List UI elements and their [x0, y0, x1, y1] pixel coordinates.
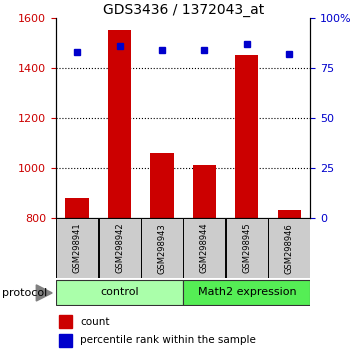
Text: GSM298944: GSM298944	[200, 223, 209, 274]
Bar	[56, 280, 183, 305]
Bar	[268, 218, 310, 278]
Text: Math2 expression: Math2 expression	[197, 287, 296, 297]
Bar	[56, 218, 98, 278]
Text: GSM298945: GSM298945	[242, 223, 251, 274]
Bar	[99, 218, 140, 278]
Text: percentile rank within the sample: percentile rank within the sample	[80, 335, 256, 346]
Bar	[108, 30, 131, 218]
Text: GSM298943: GSM298943	[157, 223, 166, 274]
Text: protocol: protocol	[2, 288, 47, 298]
Bar	[141, 218, 183, 278]
Text: GSM298941: GSM298941	[73, 223, 82, 274]
Polygon shape	[36, 285, 52, 301]
Bar	[150, 153, 174, 218]
Text: GSM298942: GSM298942	[115, 223, 124, 274]
Text: GSM298946: GSM298946	[285, 223, 294, 274]
Bar	[193, 165, 216, 218]
Text: count: count	[80, 316, 110, 327]
Text: control: control	[100, 287, 139, 297]
Bar	[183, 280, 310, 305]
Bar	[65, 198, 89, 218]
Bar	[226, 218, 268, 278]
Title: GDS3436 / 1372043_at: GDS3436 / 1372043_at	[103, 3, 264, 17]
Bar	[183, 218, 225, 278]
Bar	[278, 210, 301, 218]
Bar	[58, 334, 73, 347]
Bar	[235, 55, 258, 218]
Bar	[58, 315, 73, 328]
